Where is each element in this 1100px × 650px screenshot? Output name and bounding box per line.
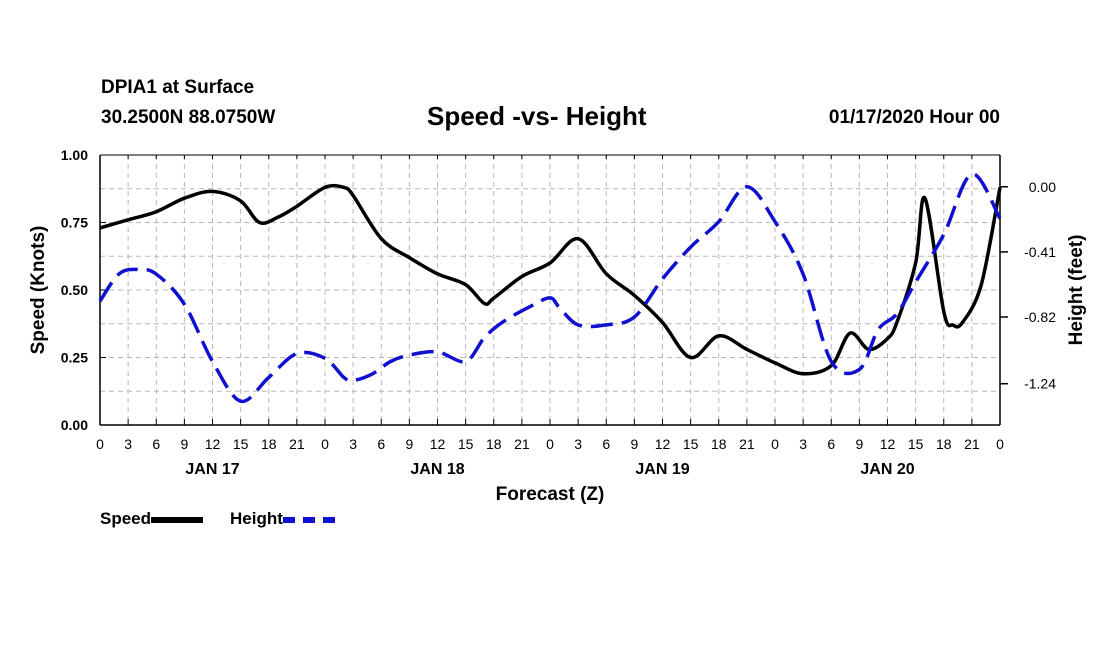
y-tick-label: 0.25 — [61, 350, 88, 366]
forecast-timestamp: 01/17/2020 Hour 00 — [828, 107, 1000, 128]
x-tick-label: 6 — [602, 436, 610, 452]
day-label: JAN 19 — [635, 461, 689, 478]
y2-axis-title: Height (feet) — [1066, 235, 1087, 346]
x-tick-label: 21 — [739, 436, 755, 452]
x-tick-label: 12 — [655, 436, 671, 452]
grid-lines — [99, 155, 1001, 425]
x-tick-label: 18 — [486, 436, 502, 452]
x-tick-label: 15 — [233, 436, 249, 452]
x-tick-label: 18 — [711, 436, 727, 452]
y2-tick-label: -1.24 — [1024, 376, 1056, 392]
legend-height-label: Height — [230, 509, 283, 528]
x-tick-label: 0 — [996, 436, 1004, 452]
day-label: JAN 20 — [860, 461, 914, 478]
x-tick-label: 3 — [124, 436, 132, 452]
x-tick-label: 0 — [771, 436, 779, 452]
x-tick-label: 18 — [261, 436, 277, 452]
x-tick-label: 6 — [152, 436, 160, 452]
coordinates-label: 30.2500N 88.0750W — [101, 107, 276, 128]
x-tick-label: 21 — [289, 436, 305, 452]
axes: 0 3 6 9 12 15 18 21 0 3 6 9 12 15 18 21 0 3 6 9 12 15 18 21 0 3 6 9… — [61, 147, 1056, 478]
x-tick-label: 12 — [430, 436, 446, 452]
series-line-height — [98, 172, 1002, 403]
x-tick-label: 3 — [349, 436, 357, 452]
x-tick-label: 15 — [683, 436, 699, 452]
x-tick-label: 0 — [96, 436, 104, 452]
legend-speed-swatch — [151, 516, 204, 523]
y-tick-label: 0.50 — [61, 282, 88, 298]
x-tick-label: 12 — [880, 436, 896, 452]
y2-tick-label: -0.82 — [1024, 309, 1056, 325]
x-tick-label: 21 — [964, 436, 980, 452]
chart-title: Speed -vs- Height — [427, 101, 647, 131]
legend-speed: Speed — [100, 509, 204, 529]
axis-labels: Forecast (Z) Speed (Knots) Height (feet) — [28, 226, 1087, 505]
y-axis-title: Speed (Knots) — [28, 226, 49, 355]
x-tick-label: 15 — [458, 436, 474, 452]
x-tick-label: 0 — [321, 436, 329, 452]
x-tick-label: 0 — [546, 436, 554, 452]
x-tick-label: 15 — [908, 436, 924, 452]
x-axis-title: Forecast (Z) — [496, 484, 605, 505]
x-tick-label: 6 — [827, 436, 835, 452]
x-tick-label: 21 — [514, 436, 530, 452]
x-tick-label: 9 — [180, 436, 188, 452]
series-lines — [98, 172, 1002, 403]
station-label: DPIA1 at Surface — [101, 77, 255, 98]
legend-height: Height — [230, 509, 335, 529]
x-tick-label: 9 — [630, 436, 638, 452]
x-tick-label: 3 — [799, 436, 807, 452]
y2-tick-label: -0.41 — [1024, 244, 1056, 260]
day-label: JAN 18 — [410, 461, 464, 478]
y-tick-label: 0.75 — [61, 215, 88, 231]
legend-height-swatch — [282, 516, 335, 523]
x-tick-label: 12 — [205, 436, 221, 452]
day-label: JAN 17 — [185, 461, 239, 478]
x-tick-label: 9 — [855, 436, 863, 452]
series-line-speed — [99, 183, 1002, 376]
x-tick-label: 9 — [405, 436, 413, 452]
y2-tick-label: 0.00 — [1029, 179, 1056, 195]
legend-speed-label: Speed — [100, 509, 152, 528]
x-tick-label: 6 — [377, 436, 385, 452]
y-tick-label: 1.00 — [61, 147, 88, 163]
x-tick-label: 3 — [574, 436, 582, 452]
x-tick-label: 18 — [936, 436, 952, 452]
y-tick-label: 0.00 — [61, 417, 88, 433]
